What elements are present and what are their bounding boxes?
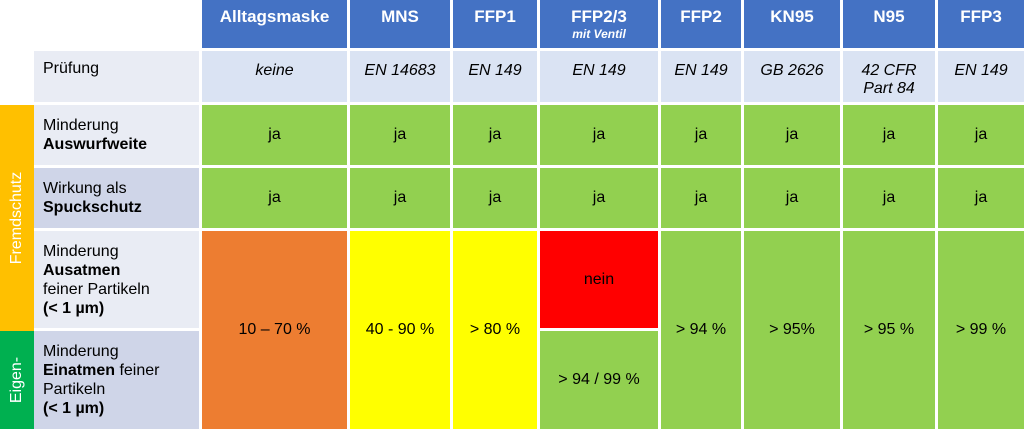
spuck-n95: ja: [843, 168, 935, 228]
spuck-ffp1: ja: [453, 168, 537, 228]
partikel-kn95: > 95%: [744, 231, 840, 429]
partikel-mns: 40 - 90 %: [350, 231, 450, 429]
pruefung-ffp23: EN 149: [540, 51, 658, 102]
row-label-pruefung: Prüfung: [34, 51, 199, 102]
pruefung-kn95: GB 2626: [744, 51, 840, 102]
fremdschutz-bar: Fremdschutz: [0, 105, 34, 331]
row-label-auswurfweite: Minderung Auswurfweite: [34, 105, 199, 165]
row-label-spuckschutz: Wirkung als Spuckschutz: [34, 168, 199, 228]
col-header-ffp2: FFP2: [661, 0, 741, 48]
auswurf-ffp2: ja: [661, 105, 741, 165]
row-label-ausatmen: Minderung Ausatmen feiner Partikeln (< 1…: [34, 231, 199, 328]
col-header-ffp3: FFP3: [938, 0, 1024, 48]
ausatmen-ffp23: nein: [540, 231, 658, 328]
auswurf-mns: ja: [350, 105, 450, 165]
spuck-ffp3: ja: [938, 168, 1024, 228]
partikel-ffp3: > 99 %: [938, 231, 1024, 429]
col-header-ffp1: FFP1: [453, 0, 537, 48]
col-header-ffp23-sub: mit Ventil: [572, 27, 626, 41]
eigenschutz-bar: Eigen-: [0, 331, 34, 429]
partikel-ffp2: > 94 %: [661, 231, 741, 429]
row-label-einatmen: Minderung Einatmen feiner Partikeln (< 1…: [34, 331, 199, 429]
fremdschutz-label: Fremdschutz: [8, 171, 25, 265]
partikel-ffp1: > 80 %: [453, 231, 537, 429]
auswurf-ffp23: ja: [540, 105, 658, 165]
spuck-kn95: ja: [744, 168, 840, 228]
partikel-n95: > 95 %: [843, 231, 935, 429]
col-header-alltagsmaske: Alltagsmaske: [202, 0, 347, 48]
einatmen-ffp23: > 94 / 99 %: [540, 331, 658, 429]
auswurf-ffp3: ja: [938, 105, 1024, 165]
auswurf-n95: ja: [843, 105, 935, 165]
col-header-mns: MNS: [350, 0, 450, 48]
auswurf-kn95: ja: [744, 105, 840, 165]
auswurf-ffp1: ja: [453, 105, 537, 165]
col-header-ffp23: FFP2/3 mit Ventil: [540, 0, 658, 48]
pruefung-alltagsmaske: keine: [202, 51, 347, 102]
eigenschutz-label: Eigen-: [8, 356, 25, 404]
spuck-ffp23: ja: [540, 168, 658, 228]
pruefung-ffp1: EN 149: [453, 51, 537, 102]
auswurf-alltagsmaske: ja: [202, 105, 347, 165]
spuck-mns: ja: [350, 168, 450, 228]
pruefung-ffp3: EN 149: [938, 51, 1024, 102]
spuck-alltagsmaske: ja: [202, 168, 347, 228]
col-header-kn95: KN95: [744, 0, 840, 48]
pruefung-mns: EN 14683: [350, 51, 450, 102]
pruefung-n95: 42 CFR Part 84: [843, 51, 935, 102]
partikel-alltagsmaske: 10 – 70 %: [202, 231, 347, 429]
spuck-ffp2: ja: [661, 168, 741, 228]
pruefung-ffp2: EN 149: [661, 51, 741, 102]
col-header-n95: N95: [843, 0, 935, 48]
